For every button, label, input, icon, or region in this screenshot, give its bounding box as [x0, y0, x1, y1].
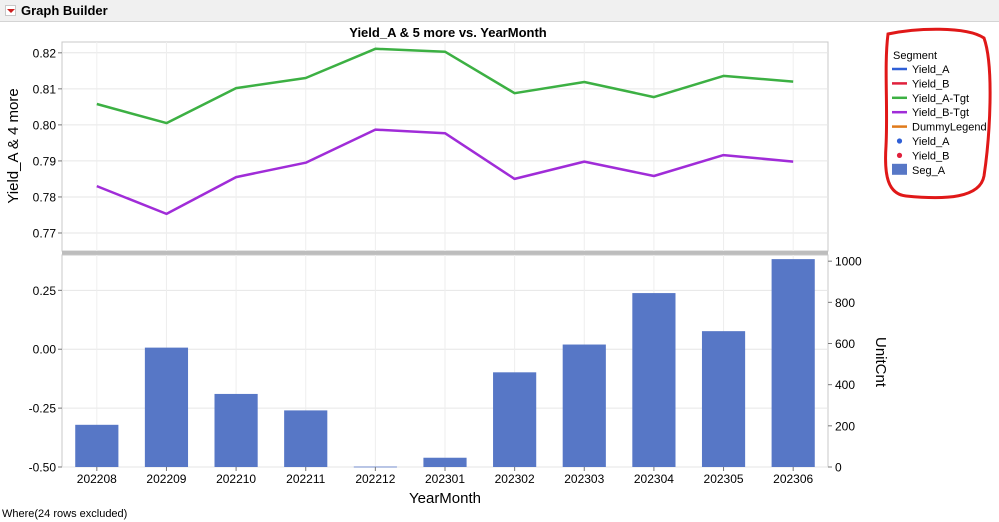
legend-item-label: Yield_A-Tgt: [912, 93, 969, 105]
bar: [562, 344, 606, 467]
top-y-tick-label: 0.79: [33, 154, 57, 168]
top-y-tick-label: 0.81: [33, 82, 57, 96]
series-line: [96, 47, 794, 125]
top-y-axis-label: Yield_A & 4 more: [5, 88, 22, 203]
top-y-tick-label: 0.77: [33, 226, 57, 240]
where-clause-note: Where(24 rows excluded): [2, 508, 128, 520]
x-tick-label: 202209: [146, 472, 186, 486]
bar: [771, 259, 815, 467]
right-y-tick-label: 800: [835, 296, 855, 310]
legend-item-label: Yield_B: [912, 78, 950, 90]
disclosure-toggle-icon[interactable]: [5, 5, 16, 16]
bar: [75, 424, 119, 467]
legend-item-label: Yield_B: [912, 150, 950, 162]
legend-item-label: Seg_A: [912, 165, 946, 177]
window-title: Graph Builder: [21, 3, 108, 18]
right-y-tick-label: 0: [835, 461, 842, 475]
left-y-tick-label: -0.25: [29, 402, 57, 416]
legend-item-label: Yield_B-Tgt: [912, 107, 969, 119]
x-tick-label: 202304: [634, 472, 674, 486]
right-y-tick-label: 200: [835, 419, 855, 433]
legend-bar-swatch: [892, 163, 907, 175]
legend-box[interactable]: Segment Yield_A Yield_B Yield_A-Tgt Yield_B…: [876, 26, 994, 204]
right-y-tick-label: 1000: [835, 255, 862, 269]
top-y-tick-label: 0.78: [33, 190, 57, 204]
legend-item-label: Yield_A: [912, 64, 950, 76]
right-y-tick-label: 600: [835, 337, 855, 351]
top-y-tick-label: 0.82: [33, 46, 57, 60]
x-tick-label: 202301: [425, 472, 465, 486]
x-tick-label: 202208: [77, 472, 117, 486]
bar: [423, 457, 467, 467]
panel-divider[interactable]: [62, 251, 828, 255]
bar: [144, 347, 189, 467]
bar: [353, 466, 397, 468]
x-tick-label: 202306: [773, 472, 813, 486]
legend-dot-swatch: [896, 152, 903, 158]
legend-annotation: Segment Yield_A Yield_B Yield_A-Tgt Yield_B…: [876, 26, 994, 209]
legend-item-label: Yield_A: [912, 136, 950, 148]
x-tick-label: 202302: [495, 472, 535, 486]
top-line-panel: 0.77 0.78 0.79 0.80 0.81 0.82: [33, 41, 829, 252]
legend-dot-swatch: [896, 138, 903, 144]
bar: [284, 410, 328, 467]
legend-items: Yield_A Yield_B Yield_A-Tgt Yield_B-Tgt Dumm…: [892, 64, 987, 177]
right-y-tick-label: 400: [835, 378, 855, 392]
bottom-bar-panel: -0.50 -0.25 0.00 0.25 0 200 400 600 800 1000 20220…: [29, 254, 862, 486]
left-y-tick-label: -0.50: [29, 461, 57, 475]
bar: [214, 393, 258, 467]
legend-title: Segment: [893, 50, 937, 62]
series-line: [96, 128, 794, 216]
bar: [632, 293, 676, 467]
top-y-tick-label: 0.80: [33, 118, 57, 132]
bar: [493, 372, 537, 467]
left-y-tick-label: 0.25: [33, 284, 57, 298]
x-tick-label: 202210: [216, 472, 256, 486]
left-y-tick-label: 0.00: [33, 343, 57, 357]
bar: [701, 331, 746, 467]
x-tick-label: 202211: [286, 472, 325, 486]
x-axis-label: YearMonth: [409, 490, 481, 507]
x-tick-label: 202305: [704, 472, 744, 486]
red-circle-annotation: [884, 27, 992, 200]
right-y-axis-label: UnitCnt: [872, 337, 889, 388]
legend-item-label: DummyLegend: [912, 122, 987, 134]
x-tick-label: 202212: [355, 472, 395, 486]
x-tick-label: 202303: [564, 472, 604, 486]
graph-builder-titlebar: Graph Builder: [0, 0, 999, 22]
chart-title: Yield_A & 5 more vs. YearMonth: [349, 25, 547, 40]
